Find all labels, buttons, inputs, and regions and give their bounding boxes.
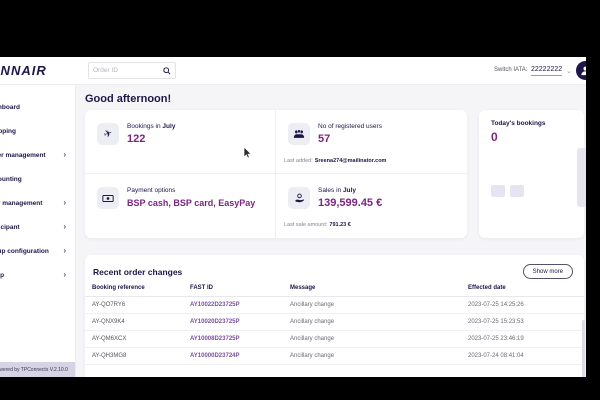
banknote-icon bbox=[97, 187, 119, 209]
iata-value: 22222222 bbox=[531, 66, 563, 76]
sidebar-item-shopping[interactable]: Shopping bbox=[0, 127, 16, 135]
top-bar: FINNAIR Switch IATA: 22222222 ⌄ bbox=[0, 57, 586, 85]
hand-coins-icon bbox=[288, 187, 310, 209]
stat-registered-users: No of registered users 57 Last added: Sre… bbox=[276, 110, 467, 174]
main-content: Good afternoon! ✈ Bookings in July 122 bbox=[76, 85, 586, 377]
table-row[interactable]: AY-QH3MG8 AY10000D23724P Ancillary chang… bbox=[85, 348, 584, 365]
finnair-logo: FINNAIR bbox=[0, 63, 47, 78]
table-row[interactable]: AY-QNX9K4 AY10020D23725P Ancillary chang… bbox=[85, 314, 584, 331]
show-more-button[interactable]: Show more bbox=[522, 264, 573, 279]
skeleton-bar bbox=[577, 148, 586, 207]
todays-bookings-card: Today's bookings 0 bbox=[479, 110, 586, 238]
chevron-right-icon: › bbox=[63, 246, 66, 255]
users-value: 57 bbox=[318, 133, 331, 145]
sidebar-item-accounting[interactable]: Accounting bbox=[0, 175, 22, 183]
sidebar-item-setup[interactable]: Setup › bbox=[0, 270, 66, 279]
todays-bookings-value: 0 bbox=[491, 130, 498, 144]
fast-id-link[interactable]: AY10000D23724P bbox=[190, 353, 240, 359]
page-title: Good afternoon! bbox=[85, 93, 172, 105]
sidebar: Dashboard Shopping Order management › Ac… bbox=[0, 85, 76, 377]
user-avatar-button[interactable] bbox=[576, 61, 586, 80]
last-sale-footnote: Last sale amount: 791.23 € bbox=[284, 222, 351, 228]
stat-sales: Sales in July 139,599.45 € Last sale amo… bbox=[284, 187, 383, 228]
users-icon bbox=[288, 123, 310, 145]
app-window: FINNAIR Switch IATA: 22222222 ⌄ Dashboar… bbox=[0, 57, 586, 377]
stat-bookings: ✈ Bookings in July 122 bbox=[85, 110, 276, 174]
chevron-right-icon: › bbox=[63, 150, 66, 159]
todays-bookings-title: Today's bookings bbox=[491, 120, 546, 127]
scrollbar-thumb[interactable] bbox=[582, 320, 585, 377]
iata-select[interactable]: 22222222 ⌄ bbox=[531, 63, 575, 78]
skeleton-block bbox=[491, 185, 505, 197]
user-icon bbox=[581, 66, 586, 76]
search-input[interactable] bbox=[93, 67, 163, 74]
recent-order-changes-title: Recent order changes bbox=[93, 267, 183, 277]
sidebar-item-dashboard[interactable]: Dashboard bbox=[0, 103, 20, 111]
table-row[interactable]: AY-QO7RY6 AY10022D23725P Ancillary chang… bbox=[85, 297, 584, 314]
plane-icon: ✈ bbox=[97, 123, 119, 145]
stats-card: ✈ Bookings in July 122 No of registered … bbox=[85, 110, 467, 238]
switch-iata-label: Switch IATA: bbox=[494, 67, 528, 73]
table-header: Booking reference FAST ID Message Effect… bbox=[85, 280, 584, 297]
fast-id-link[interactable]: AY10022D23725P bbox=[190, 302, 240, 308]
fast-id-link[interactable]: AY10020D23725P bbox=[190, 319, 240, 325]
stat-payment-options: Payment options BSP cash, BSP card, Easy… bbox=[85, 174, 276, 238]
chevron-right-icon: › bbox=[63, 270, 66, 279]
sidebar-item-order-management[interactable]: Order management › bbox=[0, 150, 66, 159]
sidebar-item-participant[interactable]: Participant › bbox=[0, 222, 66, 231]
recent-order-changes-card: Recent order changes Show more Booking r… bbox=[85, 255, 584, 377]
chevron-down-icon: ⌄ bbox=[566, 67, 573, 75]
order-id-search[interactable] bbox=[88, 62, 176, 79]
powered-by-strip: Powered by TPConnects V.2.10.0 bbox=[0, 362, 75, 377]
chevron-right-icon: › bbox=[63, 198, 66, 207]
search-icon[interactable] bbox=[163, 62, 171, 80]
skeleton-block bbox=[510, 185, 524, 197]
bookings-value: 122 bbox=[127, 133, 146, 145]
payment-options-value: BSP cash, BSP card, EasyPay bbox=[127, 198, 256, 208]
mouse-cursor-icon bbox=[243, 146, 252, 164]
sales-value: 139,599.45 € bbox=[318, 197, 383, 209]
sidebar-item-group-configuration[interactable]: Group configuration › bbox=[0, 246, 66, 255]
table-row[interactable]: AY-QM6XCX AY10008D23725P Ancillary chang… bbox=[85, 331, 584, 348]
fast-id-link[interactable]: AY10008D23725P bbox=[190, 336, 240, 342]
chevron-right-icon: › bbox=[63, 222, 66, 231]
sidebar-item-user-management[interactable]: User management › bbox=[0, 198, 66, 207]
last-added-footnote: Last added: Sreena274@mailinator.com bbox=[284, 158, 387, 164]
